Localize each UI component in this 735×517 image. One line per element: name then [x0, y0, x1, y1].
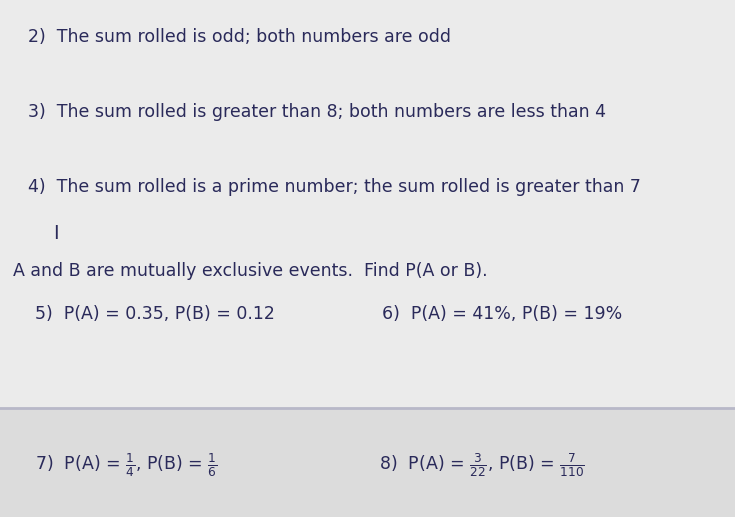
Text: 3)  The sum rolled is greater than 8; both numbers are less than 4: 3) The sum rolled is greater than 8; bot… [28, 103, 606, 121]
Text: 7)  P(A) = $\frac{1}{4}$, P(B) = $\frac{1}{6}$: 7) P(A) = $\frac{1}{4}$, P(B) = $\frac{1… [35, 451, 218, 479]
Text: 8)  P(A) = $\frac{3}{22}$, P(B) = $\frac{7}{110}$: 8) P(A) = $\frac{3}{22}$, P(B) = $\frac{… [379, 451, 584, 479]
Text: I: I [53, 224, 59, 243]
Text: A and B are mutually exclusive events.  Find P(A or B).: A and B are mutually exclusive events. F… [13, 262, 488, 280]
Bar [0, 408, 735, 517]
Text: 5)  P(A) = 0.35, P(B) = 0.12: 5) P(A) = 0.35, P(B) = 0.12 [35, 305, 275, 323]
Text: 2)  The sum rolled is odd; both numbers are odd: 2) The sum rolled is odd; both numbers a… [28, 28, 451, 47]
Text: 4)  The sum rolled is a prime number; the sum rolled is greater than 7: 4) The sum rolled is a prime number; the… [28, 178, 641, 196]
Text: 6)  P(A) = 41%, P(B) = 19%: 6) P(A) = 41%, P(B) = 19% [382, 305, 623, 323]
